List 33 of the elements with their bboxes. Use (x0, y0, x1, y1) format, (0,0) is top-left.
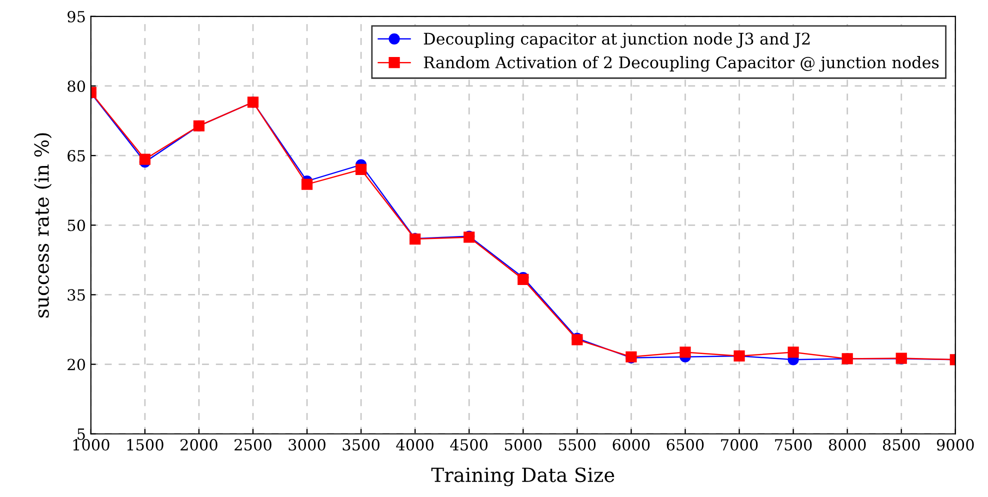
x-tick-label: 2000 (180, 439, 218, 451)
y-tick-label: 35 (68, 289, 85, 301)
x-tick-label: 8000 (828, 439, 866, 451)
x-tick-label: 4000 (396, 439, 434, 451)
x-tick-label: 1500 (127, 439, 164, 451)
point (680, 346, 691, 358)
point (139, 154, 150, 165)
x-tick-label: 2500 (234, 439, 272, 451)
x-tick-label: 7000 (721, 439, 758, 451)
point (355, 164, 367, 176)
x-tick-label: 6500 (666, 439, 704, 451)
x-tick-label: 7500 (775, 439, 812, 451)
x-tick-label: 3000 (288, 439, 326, 451)
x-tick-label: 6000 (612, 439, 650, 451)
y-tick-label: 80 (68, 80, 86, 92)
x-tick-label: 5000 (505, 439, 542, 451)
x-tick-label: 4500 (450, 439, 488, 451)
y-tick-label: 5 (78, 428, 85, 440)
legend-label: Decoupling capacitor at junction node J3 and J2 (424, 32, 810, 48)
legend-label: Random Activation of 2 Decoupling Capacitor @ junction nodes (424, 56, 939, 72)
y-tick-label: 20 (68, 358, 86, 370)
y-tick-label: 65 (68, 150, 85, 162)
point (301, 178, 313, 190)
x-axis-title: Training Data Size (431, 467, 614, 486)
y-tick-label: 95 (68, 10, 85, 22)
x-tick-label: 3500 (342, 439, 380, 451)
y-tick-label: 50 (68, 220, 86, 232)
x-tick-label: 8500 (882, 439, 920, 451)
point (788, 346, 799, 358)
x-tick-label: 5500 (559, 439, 596, 451)
x-tick-label: 9000 (936, 439, 974, 451)
y-axis-title: success rate (in %) (34, 133, 52, 318)
x-tick-label: 1000 (73, 439, 110, 451)
